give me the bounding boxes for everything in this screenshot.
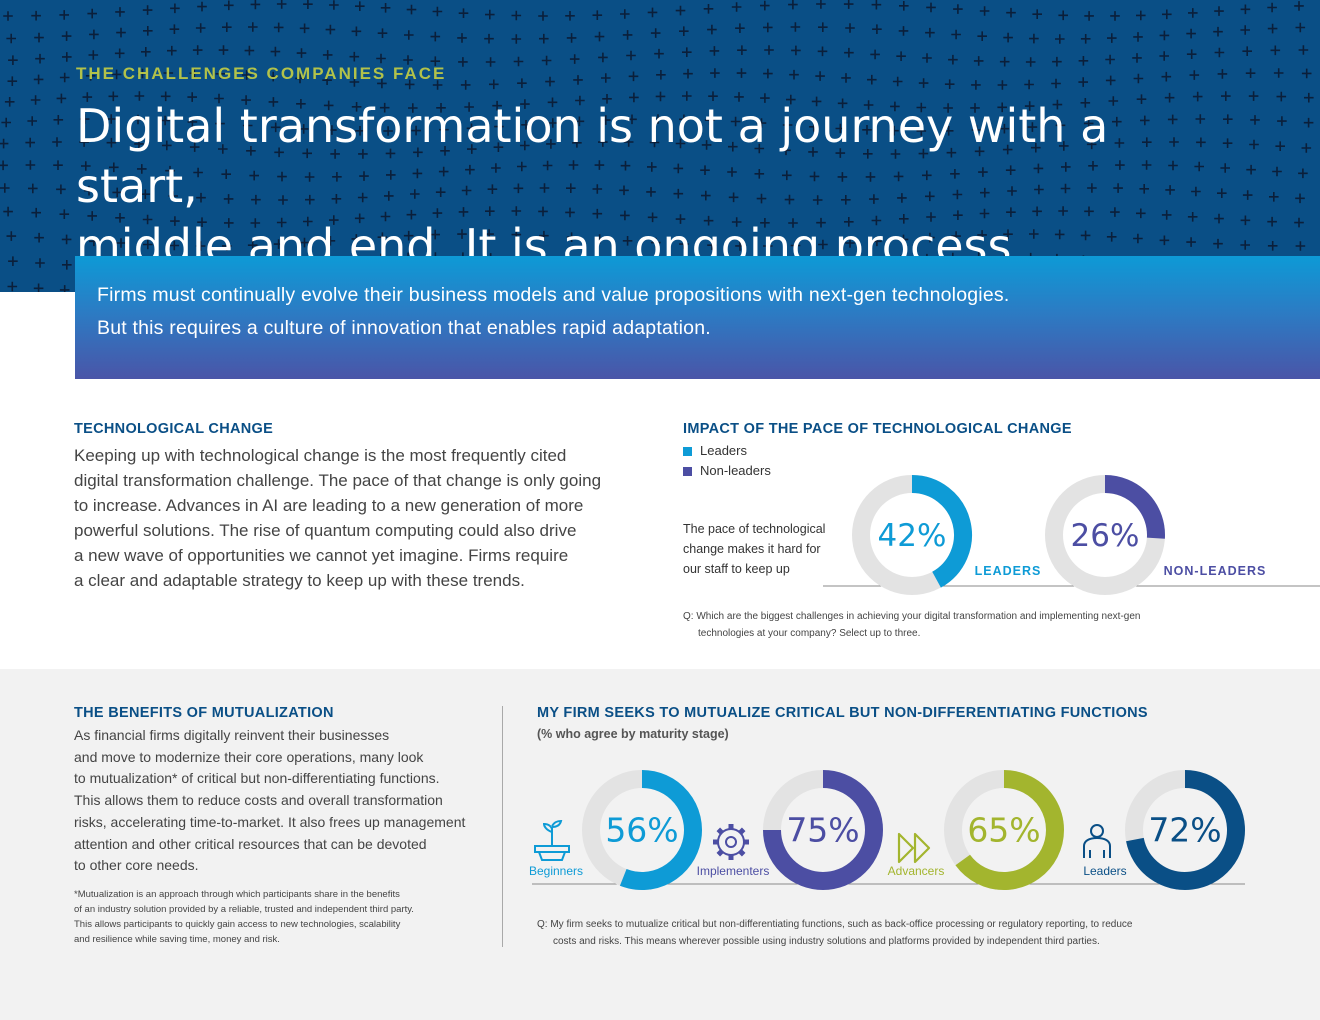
tech-line: a new wave of opportunities we cannot ye… [74, 546, 569, 565]
fast-forward-icon [897, 832, 931, 864]
question-line: costs and risks. This means wherever pos… [553, 936, 1100, 947]
intro-banner: Firms must continually evolve their busi… [75, 256, 1320, 379]
footnote-line: *Mutualization is an approach through wh… [74, 889, 400, 900]
eyebrow-label: THE CHALLENGES COMPANIES FACE [76, 64, 447, 83]
mutual-donut-leaders-value-label: 72% [1148, 811, 1221, 850]
impact-chart-title: IMPACT OF THE PACE OF TECHNOLOGICAL CHAN… [683, 421, 1072, 437]
mutualization-body: As financial firms digitally reinvent th… [74, 725, 465, 877]
mutual-line: to other core needs. [74, 857, 199, 874]
hero-banner: THE CHALLENGES COMPANIES FACE Digital tr… [0, 0, 1320, 292]
question-line: technologies at your company? Select up … [698, 628, 921, 639]
mutual-donut-advancers-arc [955, 770, 1064, 890]
mutual-line: As financial firms digitally reinvent th… [74, 727, 390, 743]
mutual-donut-advancers-value-label: 65% [967, 811, 1040, 850]
footnote-line: of an industry solution provided by a re… [74, 904, 414, 915]
mutual-donut-beginners-value-label: 56% [605, 811, 678, 850]
mutual-question: Q: My firm seeks to mutualize critical b… [537, 916, 1132, 950]
impact-donut-non-leaders-value-label: 26% [1071, 518, 1140, 554]
plant-icon [534, 819, 570, 861]
mutual-donut-beginners-arc [619, 770, 702, 890]
impact-donut-non-leaders-arc [1104, 475, 1165, 539]
banner-line-1: Firms must continually evolve their busi… [97, 284, 1010, 306]
mutual-line: risks, accelerating time-to-market. It a… [74, 813, 466, 830]
mutual-line: attention and other critical resources t… [74, 835, 427, 852]
mutual-donut-implementers-value-label: 75% [786, 811, 859, 850]
statement-line: change makes it hard for [683, 542, 821, 556]
mutual-line: to mutualization* of critical but non-di… [74, 770, 440, 787]
tech-line: a clear and adaptable strategy to keep u… [74, 571, 525, 590]
legend-swatch-leaders [683, 447, 692, 457]
mutual-donut-leaders-arc [1126, 770, 1245, 890]
footnote-line: and resilience while saving time, money … [74, 934, 280, 945]
question-line: Q: Which are the biggest challenges in a… [683, 611, 1141, 622]
legend-label-non-leaders: Non-leaders [700, 463, 771, 478]
tech-line: Keeping up with technological change is … [74, 446, 567, 465]
mutual-line: This allows them to reduce costs and ove… [74, 792, 443, 809]
mutualization-section [0, 669, 1320, 1020]
headline-line-1: Digital transformation is not a journey … [76, 99, 1109, 213]
gear-icon [713, 824, 749, 860]
legend-label-leaders: Leaders [700, 443, 747, 458]
tech-line: digital transformation challenge. The pa… [74, 471, 602, 490]
footnote-line: This allows participants to quickly gain… [74, 919, 401, 930]
stage-label-beginners: Beginners [529, 864, 583, 878]
mutualization-title: THE BENEFITS OF MUTUALIZATION [74, 705, 334, 721]
tech-change-body: Keeping up with technological change is … [74, 443, 601, 593]
statement-line: our staff to keep up [683, 562, 790, 576]
impact-statement: The pace of technological change makes i… [683, 519, 825, 579]
mutual-line: and move to modernize their core operati… [74, 748, 424, 765]
impact-category-label: LEADERS [975, 564, 1042, 578]
section-divider [502, 706, 503, 947]
legend-item-non-leaders: Non-leaders [683, 463, 771, 478]
mutual-chart-title: MY FIRM SEEKS TO MUTUALIZE CRITICAL BUT … [537, 705, 1148, 721]
legend-item-leaders: Leaders [683, 443, 747, 458]
impact-donut-leaders-arc [911, 475, 972, 588]
statement-line: The pace of technological [683, 522, 826, 536]
legend-swatch-non-leaders [683, 467, 692, 477]
stage-label-advancers: Advancers [888, 864, 945, 878]
mutual-donut-implementers-arc [763, 770, 883, 890]
person-icon [1083, 824, 1111, 858]
impact-question: Q: Which are the biggest challenges in a… [683, 608, 1140, 642]
tech-line: to increase. Advances in AI are leading … [74, 496, 584, 515]
impact-donut-leaders-value-label: 42% [878, 518, 947, 554]
stage-label-leaders: Leaders [1083, 864, 1126, 878]
question-line: Q: My firm seeks to mutualize critical b… [537, 919, 1133, 930]
mutual-chart-subtitle: (% who agree by maturity stage) [537, 727, 729, 741]
impact-category-label: NON-LEADERS [1164, 564, 1267, 578]
tech-line: powerful solutions. The rise of quantum … [74, 521, 577, 540]
stage-label-implementers: Implementers [697, 864, 770, 878]
tech-change-title: TECHNOLOGICAL CHANGE [74, 421, 274, 437]
mutualization-footnote: *Mutualization is an approach through wh… [74, 887, 414, 947]
banner-line-2: But this requires a culture of innovatio… [97, 317, 711, 339]
